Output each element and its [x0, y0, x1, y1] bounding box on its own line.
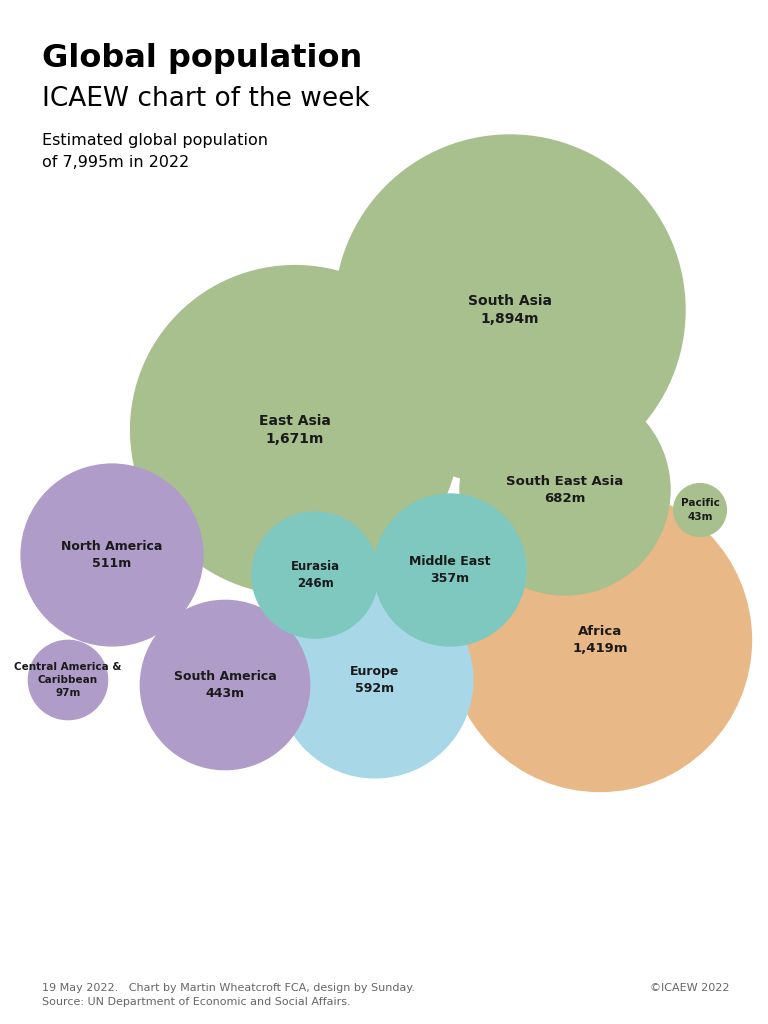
Circle shape: [21, 464, 203, 646]
Text: Pacific
43m: Pacific 43m: [680, 499, 720, 521]
Circle shape: [374, 494, 526, 646]
Circle shape: [28, 640, 108, 720]
Circle shape: [449, 488, 751, 792]
Text: ©ICAEW 2022: ©ICAEW 2022: [650, 983, 730, 993]
Circle shape: [277, 583, 473, 778]
Circle shape: [674, 483, 727, 537]
Text: Eurasia
246m: Eurasia 246m: [290, 560, 339, 590]
Circle shape: [252, 512, 378, 638]
Text: Global population: Global population: [42, 43, 362, 74]
Text: South East Asia
682m: South East Asia 682m: [506, 475, 624, 505]
Text: Middle East
357m: Middle East 357m: [409, 555, 491, 585]
Circle shape: [131, 265, 459, 594]
Text: Africa
1,419m: Africa 1,419m: [572, 625, 627, 655]
Text: Europe
592m: Europe 592m: [350, 665, 399, 695]
Circle shape: [335, 135, 685, 485]
Text: South Asia
1,894m: South Asia 1,894m: [468, 294, 552, 327]
Circle shape: [460, 385, 670, 595]
Text: North America
511m: North America 511m: [61, 540, 163, 570]
Text: Central America &
Caribbean
97m: Central America & Caribbean 97m: [15, 662, 121, 698]
Text: South America
443m: South America 443m: [174, 670, 276, 700]
Text: Estimated global population
of 7,995m in 2022: Estimated global population of 7,995m in…: [42, 133, 268, 170]
Text: East Asia
1,671m: East Asia 1,671m: [259, 414, 331, 446]
Circle shape: [141, 600, 310, 770]
Text: ICAEW chart of the week: ICAEW chart of the week: [42, 86, 370, 112]
Text: 19 May 2022.   Chart by Martin Wheatcroft FCA, design by Sunday.
Source: UN Depa: 19 May 2022. Chart by Martin Wheatcroft …: [42, 983, 415, 1007]
